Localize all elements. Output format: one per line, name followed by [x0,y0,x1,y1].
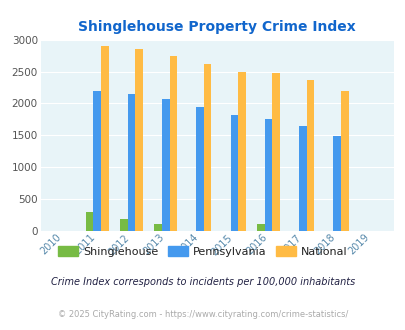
Bar [333,136,340,231]
Bar [169,55,177,231]
Text: © 2025 CityRating.com - https://www.cityrating.com/crime-statistics/: © 2025 CityRating.com - https://www.city… [58,310,347,319]
Bar [238,72,245,231]
Bar [298,126,306,231]
Title: Shinglehouse Property Crime Index: Shinglehouse Property Crime Index [78,20,355,34]
Bar [154,224,162,231]
Bar [101,46,108,231]
Bar [340,91,348,231]
Bar [85,213,93,231]
Bar [230,115,238,231]
Bar [264,119,272,231]
Bar [203,64,211,231]
Text: Crime Index corresponds to incidents per 100,000 inhabitants: Crime Index corresponds to incidents per… [51,278,354,287]
Bar [196,107,203,231]
Bar [306,81,313,231]
Bar [272,73,279,231]
Bar [135,49,143,231]
Bar [162,99,169,231]
Bar [257,224,264,231]
Legend: Shinglehouse, Pennsylvania, National: Shinglehouse, Pennsylvania, National [53,242,352,261]
Bar [93,91,101,231]
Bar [120,219,128,231]
Bar [128,94,135,231]
